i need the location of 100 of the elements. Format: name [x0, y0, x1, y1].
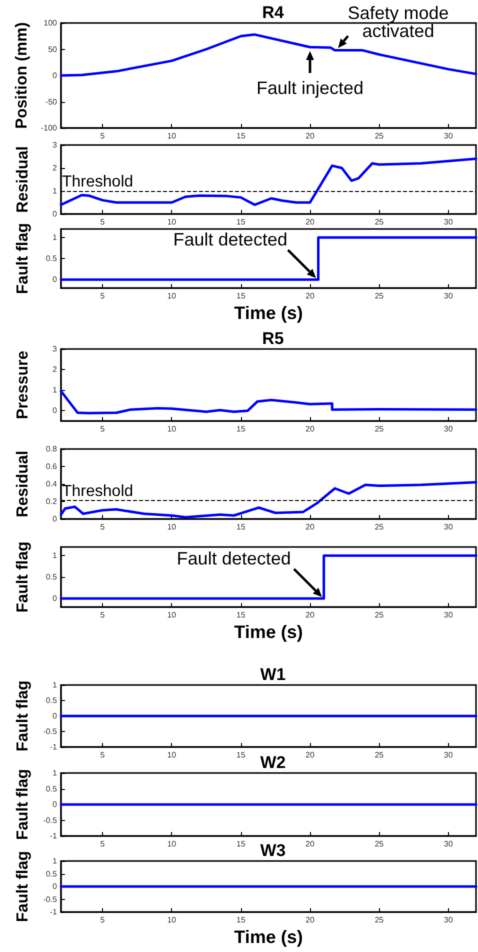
x-tick-label: 20	[306, 840, 315, 848]
y-tick-label: -1	[50, 742, 58, 752]
x-tick-label: 25	[374, 610, 384, 620]
annotation: Fault detected	[173, 230, 288, 250]
x-tick-label: 30	[444, 522, 454, 532]
x-tick-label: 10	[167, 424, 177, 434]
x-tick-label: 30	[444, 916, 454, 925]
ref-line-label: Threshold	[62, 483, 134, 500]
y-axis-title: Residual	[14, 146, 32, 213]
y-tick-label: 0.5	[46, 254, 58, 264]
x-tick-label: 5	[100, 840, 106, 848]
chart-title: R5	[262, 329, 284, 348]
y-tick-label: 2	[52, 164, 58, 172]
y-tick-label: 0	[52, 594, 58, 604]
y-tick-label: 100	[44, 18, 58, 28]
x-tick-label: 15	[236, 424, 246, 434]
y-tick-label: 1	[52, 386, 58, 395]
x-tick-label: 20	[306, 610, 315, 620]
y-tick-label: 0	[52, 800, 58, 809]
x-tick-label: 15	[236, 132, 246, 140]
y-axis-title: Residual	[14, 450, 32, 518]
y-tick-label: 0.2	[46, 497, 58, 506]
y-tick-label: -0.5	[43, 727, 58, 736]
y-tick-label: 0.5	[46, 869, 58, 878]
x-tick-label: 5	[100, 610, 106, 620]
x-tick-label: 20	[306, 916, 315, 925]
x-tick-label: 10	[167, 132, 177, 140]
x-tick-label: 15	[236, 840, 246, 848]
x-tick-label: 25	[374, 218, 384, 226]
y-axis-title: Fault flag	[14, 850, 32, 922]
x-tick-label: 20	[306, 292, 315, 301]
y-tick-label: 2	[52, 365, 58, 374]
x-tick-label: 20	[306, 522, 315, 532]
line-series	[60, 390, 478, 414]
y-tick-label: 0.5	[46, 784, 58, 794]
y-tick-label: 0.5	[46, 572, 58, 582]
y-axis-title: Position (mm)	[14, 22, 31, 129]
x-tick-label: 10	[167, 522, 177, 532]
x-tick-label: 25	[374, 424, 384, 434]
chart-title: W2	[260, 753, 286, 772]
x-tick-label: 10	[167, 218, 177, 226]
y-tick-label: 0	[52, 71, 58, 80]
y-tick-label: 0	[52, 275, 58, 284]
y-tick-label: 0	[52, 514, 58, 524]
x-tick-label: 5	[100, 132, 106, 140]
annotation: Fault detected	[176, 548, 291, 569]
x-tick-label: 30	[444, 218, 454, 226]
x-tick-label: 15	[236, 916, 246, 925]
x-tick-label: 10	[167, 292, 177, 301]
x-axis-title: Time (s)	[234, 622, 303, 642]
x-tick-label: 15	[236, 610, 246, 620]
x-tick-label: 25	[374, 522, 384, 532]
line-series	[60, 158, 478, 206]
y-tick-label: 0	[52, 882, 58, 892]
x-tick-label: 30	[444, 610, 454, 620]
x-tick-label: 25	[374, 292, 384, 301]
x-tick-label: 30	[444, 750, 454, 760]
x-tick-label: 5	[100, 750, 106, 760]
y-tick-label: 0	[52, 406, 58, 416]
x-tick-label: 5	[100, 292, 106, 301]
y-tick-label: 3	[52, 344, 58, 354]
y-tick-label: -1	[50, 832, 58, 840]
x-tick-label: 5	[100, 424, 106, 434]
ref-line-label: Threshold	[62, 174, 134, 190]
y-tick-label: -1	[50, 908, 58, 917]
annotation: Safety mode activated	[348, 2, 449, 41]
y-tick-label: -0.5	[43, 816, 58, 825]
y-tick-label: 1	[52, 768, 58, 778]
x-tick-label: 10	[167, 916, 177, 925]
y-tick-label: 0.5	[46, 696, 58, 705]
y-tick-label: 1	[52, 186, 58, 196]
y-tick-label: 1	[52, 680, 58, 690]
y-axis-title: Fault flag	[14, 222, 32, 294]
y-tick-label: 0.8	[46, 444, 58, 454]
x-tick-label: 30	[444, 292, 454, 301]
x-tick-label: 25	[374, 750, 384, 760]
x-tick-label: 15	[236, 750, 246, 760]
y-tick-label: 3	[52, 140, 58, 150]
y-tick-label: -50	[45, 97, 58, 106]
y-axis-title: Pressure	[14, 350, 32, 420]
y-tick-label: 1	[52, 551, 58, 560]
y-tick-label: 0	[52, 210, 58, 218]
y-tick-label: 1	[52, 856, 58, 866]
x-tick-label: 20	[306, 424, 315, 434]
chart-title: W1	[260, 665, 286, 684]
x-tick-label: 15	[236, 292, 246, 301]
x-tick-label: 30	[444, 132, 454, 140]
y-tick-label: -0.5	[43, 894, 58, 904]
chart-title: R4	[262, 3, 284, 22]
x-tick-label: 15	[236, 218, 246, 226]
x-tick-label: 5	[100, 218, 106, 226]
x-tick-label: 30	[444, 424, 454, 434]
x-tick-label: 25	[374, 916, 384, 925]
x-tick-label: 5	[100, 916, 106, 925]
x-tick-label: 20	[306, 750, 315, 760]
annotation: Fault injected	[256, 78, 364, 98]
chart-title: W3	[260, 841, 286, 860]
x-tick-label: 25	[374, 840, 384, 848]
x-axis-title: Time (s)	[234, 927, 303, 948]
x-tick-label: 10	[167, 840, 177, 848]
